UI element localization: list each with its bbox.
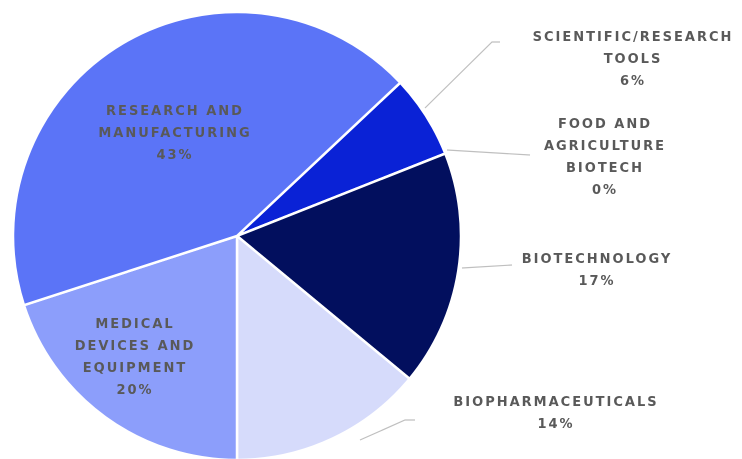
slice-label: FOOD AND AGRICULTURE BIOTECH 0% bbox=[543, 114, 668, 202]
category-label: BIOPHARMACEUTICALS bbox=[453, 395, 659, 410]
slice-label: BIOPHARMACEUTICALS 14% bbox=[436, 392, 676, 436]
leader-line bbox=[359, 419, 415, 441]
slice-label: BIOTECHNOLOGY 17% bbox=[497, 249, 697, 293]
value-label: 43% bbox=[156, 148, 194, 163]
pie-slice bbox=[22, 234, 239, 459]
slice-label: SCIENTIFIC/RESEARCH TOOLS 6% bbox=[518, 27, 742, 93]
value-label: 0% bbox=[591, 183, 619, 198]
category-label: FOOD AND AGRICULTURE BIOTECH bbox=[543, 117, 667, 176]
category-label: MEDICAL DEVICES AND EQUIPMENT bbox=[74, 317, 196, 376]
slice-label: RESEARCH AND MANUFACTURING 43% bbox=[85, 101, 265, 167]
pie-slice bbox=[11, 10, 403, 307]
category-label: SCIENTIFIC/RESEARCH TOOLS bbox=[532, 30, 734, 67]
leader-line bbox=[446, 149, 531, 156]
leader-line bbox=[461, 264, 513, 269]
value-label: 14% bbox=[537, 417, 575, 432]
value-label: 6% bbox=[619, 74, 647, 89]
value-label: 20% bbox=[116, 383, 154, 398]
slice-label: MEDICAL DEVICES AND EQUIPMENT 20% bbox=[65, 314, 205, 402]
leader-line bbox=[424, 41, 500, 109]
pie-slice bbox=[234, 151, 463, 381]
value-label: 17% bbox=[578, 274, 616, 289]
pie-slice bbox=[235, 233, 412, 459]
category-label: RESEARCH AND MANUFACTURING bbox=[98, 104, 252, 141]
category-label: BIOTECHNOLOGY bbox=[521, 252, 673, 267]
